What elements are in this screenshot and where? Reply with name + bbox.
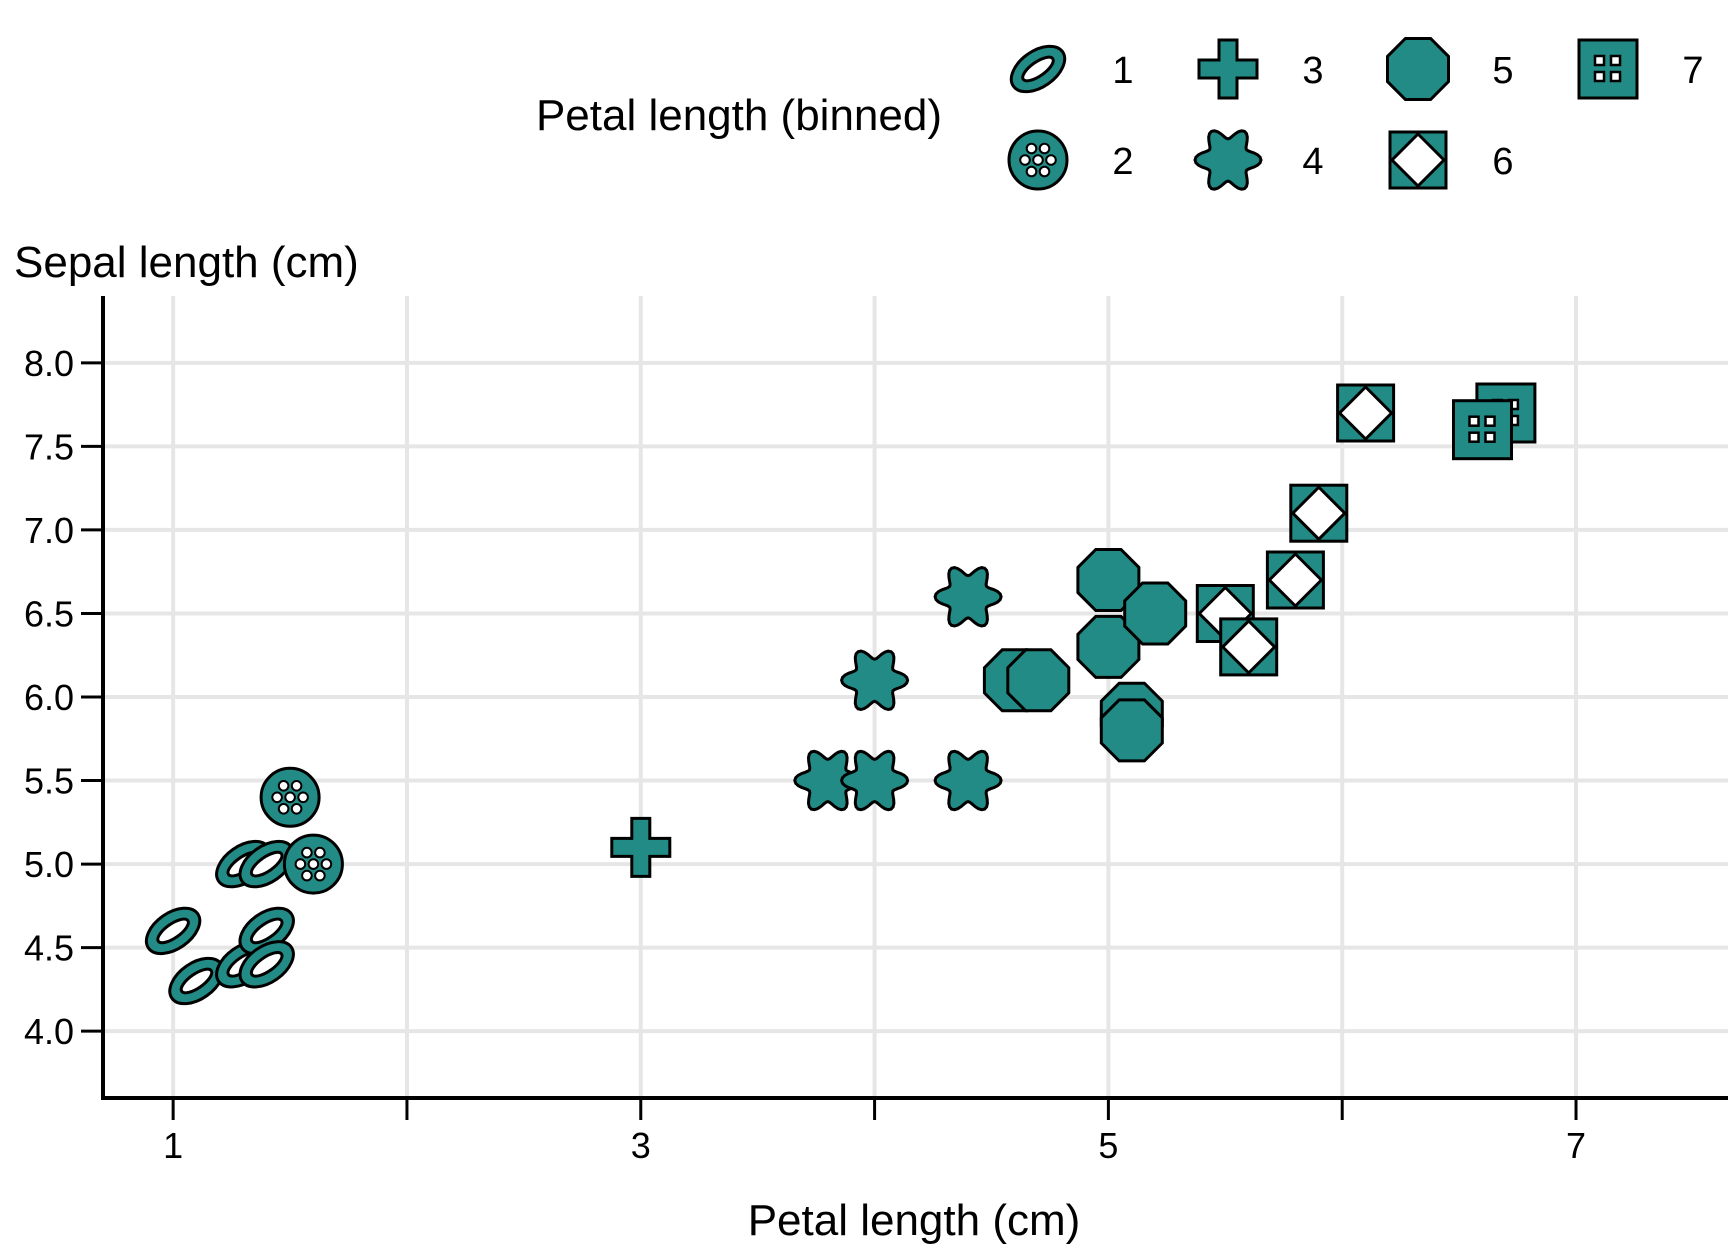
octagon-icon [1386, 37, 1450, 101]
diamond-in-square-icon [1388, 130, 1448, 190]
plus-icon [1197, 38, 1259, 100]
legend-title: Petal length (binned) [536, 91, 942, 140]
legend-label: 1 [1112, 50, 1133, 92]
data-point-bin-1 [238, 839, 295, 889]
data-point-bin-4 [933, 749, 1003, 812]
legend-label: 2 [1112, 141, 1133, 183]
y-tick-label: 8.0 [24, 343, 74, 384]
y-tick-label: 7.5 [24, 426, 74, 467]
legend-label: 5 [1492, 50, 1513, 92]
x-tick-label: 7 [1566, 1125, 1586, 1166]
y-tick-label: 5.0 [24, 844, 74, 885]
data-point-bin-7 [1452, 399, 1513, 461]
y-tick-label: 4.5 [24, 928, 74, 969]
data-point-bin-3 [610, 816, 672, 878]
flower-icon [1193, 129, 1263, 191]
data-point-bin-6 [1336, 383, 1396, 443]
x-tick-label: 3 [631, 1125, 651, 1166]
data-point-bin-2 [259, 766, 321, 828]
x-axis-title: Petal length (cm) [748, 1196, 1081, 1245]
x-tick-label: 5 [1098, 1125, 1118, 1166]
legend: Petal length (binned) 1 2 3 4 5 6 7 [536, 37, 1704, 191]
data-point-bin-4 [840, 649, 910, 712]
data-point-bin-6 [1289, 483, 1349, 543]
legend-label: 6 [1492, 141, 1513, 183]
data-point-bin-5 [1006, 648, 1071, 713]
data-points [144, 382, 1537, 1006]
data-point-bin-2 [282, 833, 344, 895]
four-windows-square-icon [1577, 38, 1639, 100]
legend-label: 4 [1302, 141, 1323, 183]
y-tick-label: 5.5 [24, 761, 74, 802]
data-point-bin-1 [238, 940, 295, 989]
y-axis-title: Sepal length (cm) [14, 238, 359, 287]
data-point-bin-4 [793, 749, 863, 812]
data-point-bin-6 [1265, 550, 1325, 610]
axes: 4.0 4.5 5.0 5.5 6.0 6.5 7.0 7.5 8.0 1 3 5 7 [24, 296, 1728, 1166]
y-tick-label: 6.0 [24, 677, 74, 718]
y-tick-label: 6.5 [24, 593, 74, 634]
data-point-bin-1 [168, 956, 225, 1006]
y-tick-label: 7.0 [24, 510, 74, 551]
dotted-circle-icon [1007, 129, 1069, 191]
legend-label: 3 [1302, 50, 1323, 92]
x-tick-label: 1 [163, 1125, 183, 1166]
legend-label: 7 [1682, 50, 1703, 92]
y-tick-label: 4.0 [24, 1011, 74, 1052]
data-point-bin-5 [1099, 698, 1164, 763]
data-point-bin-4 [840, 749, 910, 812]
ring-ellipse-icon [1009, 44, 1067, 94]
data-point-bin-1 [144, 906, 202, 956]
data-point-bin-5 [1123, 581, 1188, 646]
data-point-bin-4 [933, 566, 1003, 628]
data-point-bin-6 [1219, 617, 1279, 677]
data-point-bin-5 [1076, 548, 1141, 612]
